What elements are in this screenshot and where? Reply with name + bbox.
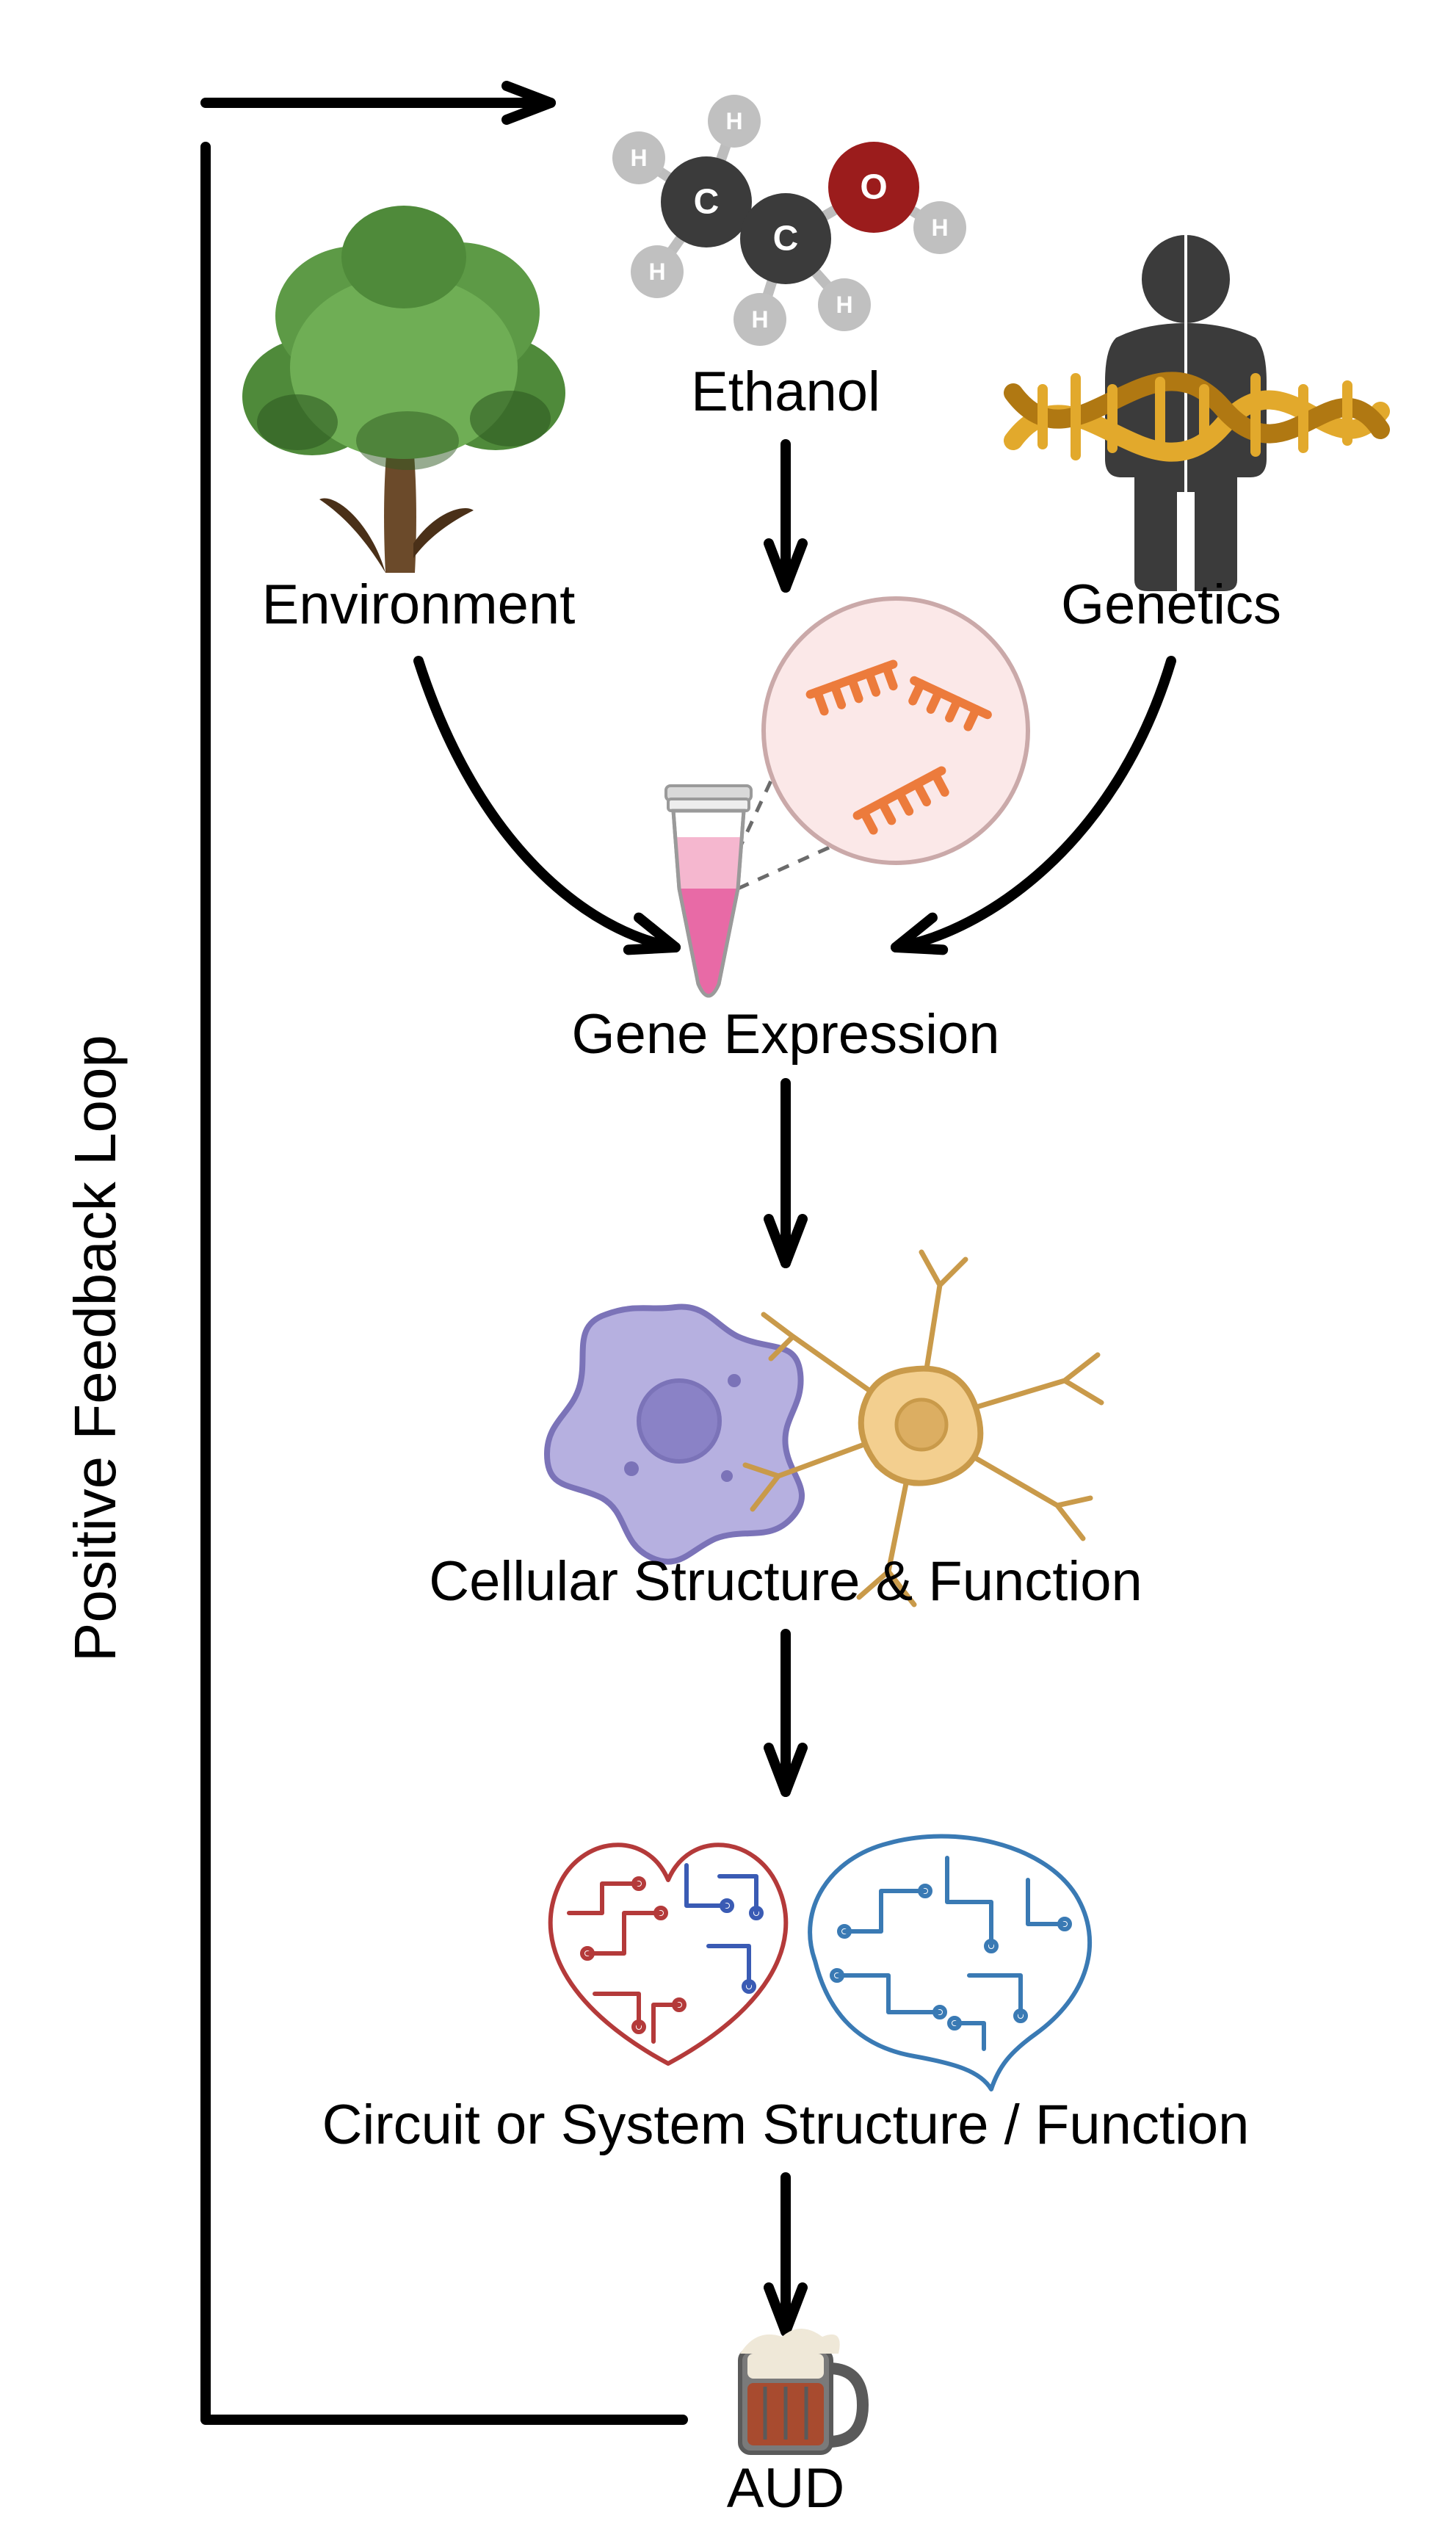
- svg-text:H: H: [630, 145, 647, 171]
- arrow-aud-to-feedback: [206, 147, 683, 2420]
- tree-icon: [242, 206, 565, 573]
- svg-text:H: H: [648, 258, 665, 285]
- label-circuit: Circuit or System Structure / Function: [235, 2093, 1336, 2157]
- circuits-icon: [551, 1837, 1090, 2089]
- label-cellular: Cellular Structure & Function: [345, 1550, 1226, 1613]
- ethanol-icon: C C O H H H H H H: [612, 95, 966, 346]
- label-feedback-loop: Positive Feedback Loop: [62, 1003, 129, 1693]
- label-aud: AUD: [676, 2456, 896, 2520]
- aud-icon: [740, 2329, 863, 2453]
- svg-text:H: H: [725, 108, 742, 134]
- genetics-icon: [1013, 235, 1380, 591]
- svg-text:H: H: [931, 214, 948, 241]
- svg-text:C: C: [773, 220, 799, 258]
- svg-text:H: H: [836, 292, 852, 318]
- label-ethanol: Ethanol: [639, 360, 932, 424]
- svg-text:H: H: [751, 306, 768, 333]
- svg-text:O: O: [860, 168, 887, 207]
- arrow-env-to-gene: [419, 661, 676, 947]
- svg-text:C: C: [694, 183, 720, 222]
- label-environment: Environment: [235, 573, 602, 637]
- gene-expression-icon: [666, 599, 1028, 996]
- label-genetics: Genetics: [1024, 573, 1318, 637]
- label-gene-expr: Gene Expression: [529, 1002, 1043, 1066]
